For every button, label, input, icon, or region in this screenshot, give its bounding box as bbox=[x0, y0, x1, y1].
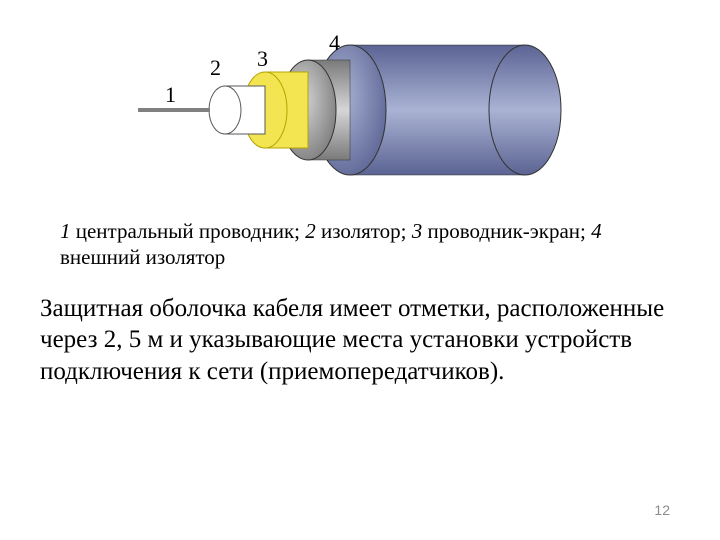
figure-caption: 1 центральный проводник; 2 изолятор; 3 п… bbox=[60, 218, 670, 271]
inner-conductor-face bbox=[209, 86, 241, 134]
page-number: 12 bbox=[654, 502, 670, 518]
outer-insulator-endcap bbox=[489, 45, 561, 175]
page: 1 2 3 4 1 центральный проводник; 2 изоля… bbox=[0, 0, 720, 540]
body-paragraph: Защитная оболочка кабеля имеет отметки, … bbox=[40, 293, 680, 387]
label-2: 2 bbox=[210, 55, 221, 81]
label-3: 3 bbox=[257, 46, 268, 72]
cable-diagram bbox=[0, 0, 720, 210]
label-4: 4 bbox=[329, 30, 340, 56]
label-1: 1 bbox=[165, 82, 176, 108]
